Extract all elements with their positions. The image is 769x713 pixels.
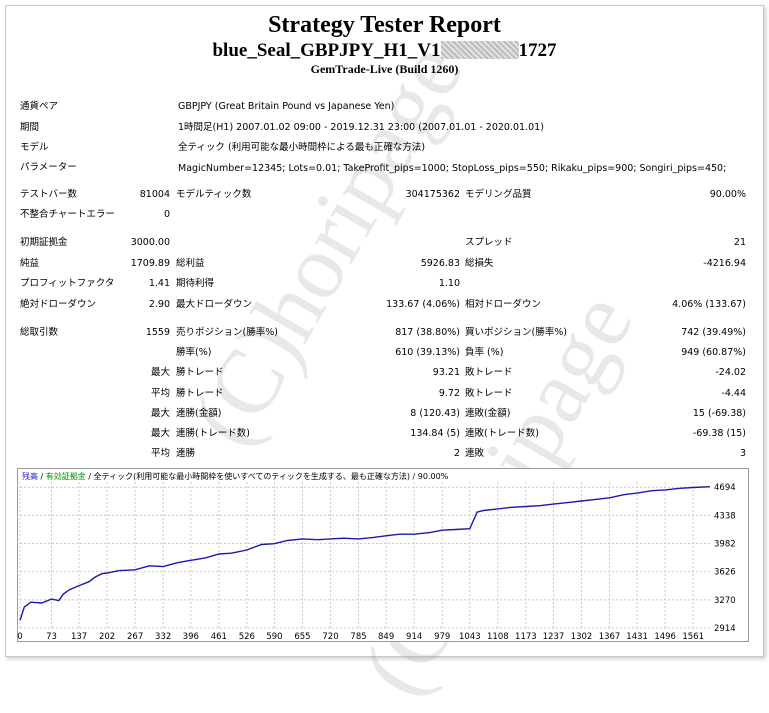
max-cons-wins-label: 連勝(金額) [176, 408, 221, 420]
rel-dd-label: 相対ドローダウン [465, 299, 541, 311]
avg-cons-wins-label: 連勝 [176, 448, 195, 460]
largest-loss-label: 敗トレード [465, 367, 513, 379]
report-title: Strategy Tester Report [0, 12, 769, 39]
model-label: モデル [20, 142, 49, 154]
params-label: パラメーター [20, 162, 77, 174]
max-cons-losses-label: 連敗(金額) [465, 408, 510, 420]
symbol-label: 通貨ペア [20, 101, 58, 113]
legend-quality: 90.00% [418, 472, 449, 481]
ea-name-suffix: 1727 [519, 40, 557, 61]
avg-prefix: 平均 [130, 388, 170, 400]
gross-profit-value: 5926.83 [380, 258, 460, 270]
avg-prefix-2: 平均 [130, 448, 170, 460]
legend-balance: 残高 [22, 472, 38, 481]
expected-value: 1.10 [380, 278, 460, 290]
loss-value: 949 (60.87%) [650, 347, 746, 359]
avg-win-value: 9.72 [370, 388, 460, 400]
server-info: GemTrade-Live (Build 1260) [0, 62, 769, 77]
max-dd-label: 最大ドローダウン [176, 299, 252, 311]
pf-value: 1.41 [110, 278, 170, 290]
gross-loss-label: 総損失 [465, 258, 494, 270]
win-label: 勝率(%) [176, 347, 211, 359]
deposit-label: 初期証拠金 [20, 237, 68, 249]
period-value: 1時間足(H1) 2007.01.02 09:00 - 2019.12.31 2… [178, 122, 544, 134]
abs-dd-value: 2.90 [110, 299, 170, 311]
max-prefix-2: 最大 [130, 408, 170, 420]
errors-value: 0 [110, 209, 170, 221]
short-label: 売りポジション(勝率%) [176, 327, 278, 339]
legend-equity: 有効証拠金 [46, 472, 86, 481]
quality-label: モデリング品質 [465, 189, 532, 201]
abs-dd-label: 絶対ドローダウン [20, 299, 96, 311]
avg-loss-value: -4.44 [650, 388, 746, 400]
max-cons-profit-label: 連勝(トレード数) [176, 428, 250, 440]
legend-model: 全ティック(利用可能な最小時間枠を使いすべてのティックを生成する、最も正確な方法… [94, 472, 410, 481]
quality-value: 90.00% [670, 189, 746, 201]
spread-value: 21 [670, 237, 746, 249]
max-cons-loss-value: -69.38 (15) [650, 428, 746, 440]
bars-value: 81004 [110, 189, 170, 201]
trades-label: 総取引数 [20, 327, 58, 339]
max-dd-value: 133.67 (4.06%) [370, 299, 460, 311]
bars-label: テストバー数 [20, 189, 77, 201]
largest-loss-value: -24.02 [650, 367, 746, 379]
chart-legend: 残高 / 有効証拠金 / 全ティック(利用可能な最小時間枠を使いすべてのティック… [22, 471, 448, 482]
long-value: 742 (39.49%) [650, 327, 746, 339]
avg-cons-losses-value: 3 [650, 448, 746, 460]
ea-name-text: blue_Seal_GBPJPY_H1_V1 [212, 40, 440, 61]
gross-profit-label: 総利益 [176, 258, 205, 270]
balance-chart-frame [17, 468, 749, 642]
avg-cons-wins-value: 2 [370, 448, 460, 460]
spread-label: スプレッド [465, 237, 513, 249]
ea-name: blue_Seal_GBPJPY_H1_V1 1727 [0, 40, 769, 62]
period-label: 期間 [20, 122, 39, 134]
deposit-value: 3000.00 [110, 237, 170, 249]
avg-loss-label: 敗トレード [465, 388, 513, 400]
avg-win-label: 勝トレード [176, 388, 224, 400]
max-cons-loss-label: 連敗(トレード数) [465, 428, 539, 440]
short-value: 817 (38.80%) [370, 327, 460, 339]
long-label: 買いポジション(勝率%) [465, 327, 567, 339]
net-label: 純益 [20, 258, 39, 270]
win-value: 610 (39.13%) [370, 347, 460, 359]
rel-dd-value: 4.06% (133.67) [650, 299, 746, 311]
max-prefix-3: 最大 [130, 428, 170, 440]
redacted-block [441, 41, 519, 59]
max-cons-losses-value: 15 (-69.38) [650, 408, 746, 420]
max-cons-wins-value: 8 (120.43) [370, 408, 460, 420]
max-cons-profit-value: 134.84 (5) [370, 428, 460, 440]
ticks-value: 304175362 [380, 189, 460, 201]
net-value: 1709.89 [110, 258, 170, 270]
errors-label: 不整合チャートエラー [20, 209, 115, 221]
trades-value: 1559 [110, 327, 170, 339]
avg-cons-losses-label: 連敗 [465, 448, 484, 460]
loss-label: 負率 (%) [465, 347, 503, 359]
expected-label: 期待利得 [176, 278, 214, 290]
pf-label: プロフィットファクタ [20, 278, 114, 290]
symbol-value: GBPJPY (Great Britain Pound vs Japanese … [178, 101, 394, 113]
largest-win-label: 勝トレード [176, 367, 224, 379]
model-value: 全ティック (利用可能な最小時間枠による最も正確な方法) [178, 142, 425, 154]
gross-loss-value: -4216.94 [670, 258, 746, 270]
params-value: MagicNumber=12345; Lots=0.01; TakeProfit… [178, 163, 726, 175]
largest-win-value: 93.21 [370, 367, 460, 379]
ticks-label: モデルティック数 [176, 189, 251, 201]
max-prefix: 最大 [130, 367, 170, 379]
